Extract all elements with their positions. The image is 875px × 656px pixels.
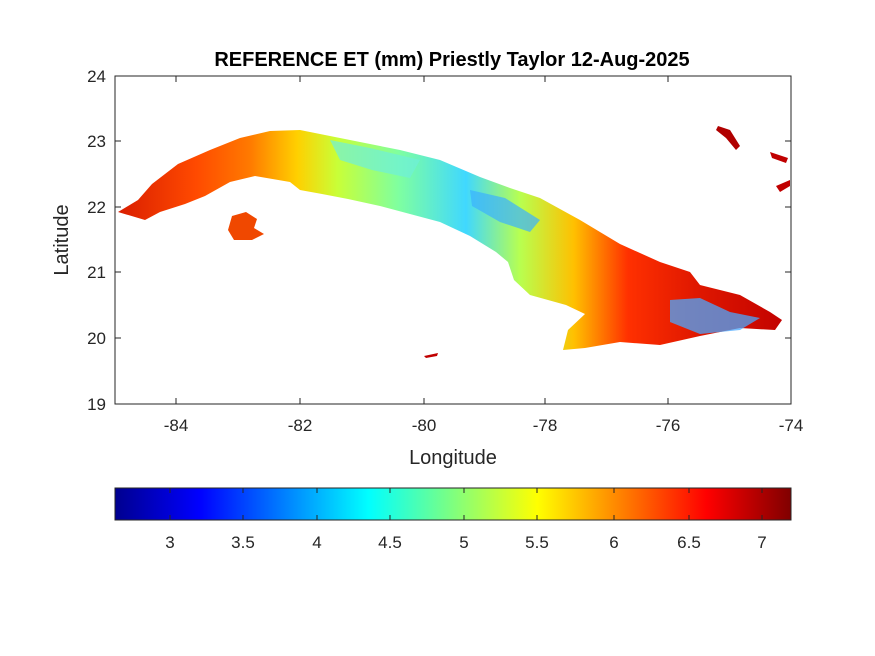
small-island-east-3 [776, 180, 790, 192]
y-tick-labels: 19 20 21 22 23 24 [87, 67, 106, 414]
colorbar-tick-label: 5 [459, 533, 468, 552]
small-cay-south [424, 353, 438, 358]
cuba-map [118, 126, 790, 358]
colorbar-tick-label: 6 [609, 533, 618, 552]
y-tick-label: 19 [87, 395, 106, 414]
y-tick-label: 24 [87, 67, 106, 86]
colorbar-tick-marks [169, 488, 763, 520]
cyan-patch-west [330, 140, 420, 178]
colorbar-tick-label: 5.5 [525, 533, 549, 552]
y-tick-label: 23 [87, 132, 106, 151]
colorbar-tick-labels: 3 3.5 4 4.5 5 5.5 6 6.5 7 [165, 533, 766, 552]
small-island-east-1 [716, 126, 740, 150]
blue-patch-east [670, 298, 760, 334]
x-tick-labels: -84 -82 -80 -78 -76 -74 [164, 416, 804, 435]
colorbar-tick-label: 6.5 [677, 533, 701, 552]
colorbar-tick-label: 3 [165, 533, 174, 552]
blue-patch-central [470, 190, 540, 232]
y-tick-label: 20 [87, 329, 106, 348]
colorbar-tick-label: 7 [757, 533, 766, 552]
x-tick-label: -80 [412, 416, 437, 435]
x-axis-label: Longitude [409, 447, 497, 469]
colorbar-tick-label: 4.5 [378, 533, 402, 552]
x-tick-label: -74 [779, 416, 804, 435]
y-tick-marks [115, 140, 791, 339]
colorbar-tick-label: 3.5 [231, 533, 255, 552]
x-tick-marks [175, 76, 669, 404]
x-tick-label: -76 [656, 416, 681, 435]
x-tick-label: -78 [533, 416, 558, 435]
x-tick-label: -84 [164, 416, 189, 435]
small-island-east-2 [770, 152, 788, 163]
plot-area [114, 75, 792, 405]
y-tick-label: 21 [87, 263, 106, 282]
y-axis-label: Latitude [51, 204, 73, 275]
isla-de-la-juventud [228, 212, 264, 240]
colorbar-tick-label: 4 [312, 533, 321, 552]
map-title: REFERENCE ET (mm) Priestly Taylor 12-Aug… [214, 49, 689, 71]
cuba-mainland [118, 130, 782, 350]
x-tick-label: -82 [288, 416, 313, 435]
colorbar [114, 487, 792, 521]
y-tick-label: 22 [87, 198, 106, 217]
